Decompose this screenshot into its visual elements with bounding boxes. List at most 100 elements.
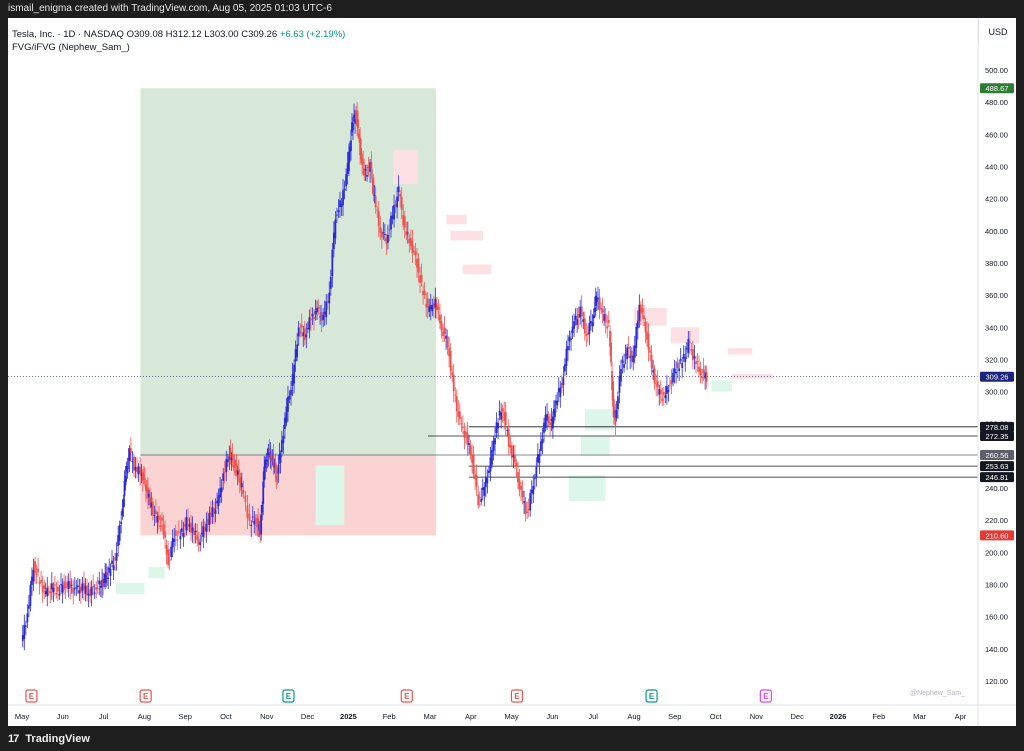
price-tag-label: 260.56	[986, 451, 1009, 460]
candle-body	[423, 290, 426, 296]
candle-body	[297, 327, 300, 337]
candle-body	[661, 398, 664, 401]
candle-body	[500, 412, 503, 420]
candle-body	[517, 472, 519, 482]
candle-body	[353, 114, 355, 119]
candle-body	[337, 210, 340, 213]
candle-body	[226, 459, 229, 463]
candle-body	[434, 298, 437, 308]
candle-body	[257, 518, 260, 527]
candle-body	[590, 320, 592, 323]
candle-body	[549, 422, 552, 426]
candle-body	[323, 311, 326, 315]
candle-body	[400, 196, 403, 210]
candle-body	[552, 416, 554, 429]
candle-body	[509, 445, 512, 448]
symbol-legend[interactable]: Tesla, Inc. · 1D · NASDAQ O309.08 H312.1…	[12, 28, 345, 54]
time-tick-label: May	[15, 712, 29, 721]
candle-body	[124, 476, 127, 486]
candle-body	[291, 374, 294, 386]
candle-body	[196, 535, 199, 540]
candle-body	[633, 345, 636, 358]
fvg-zone	[446, 214, 467, 225]
candle-body	[488, 470, 490, 473]
candle-body	[698, 366, 700, 372]
candle-body	[108, 567, 111, 570]
change-value: +6.63 (+2.19%)	[279, 29, 346, 40]
candle-body	[202, 526, 205, 537]
candle-body	[235, 463, 238, 467]
candle-body	[373, 195, 376, 197]
candle-body	[679, 359, 682, 361]
candle-body	[405, 231, 408, 236]
candle-body	[190, 522, 192, 533]
earnings-icon	[25, 689, 38, 703]
candle-body	[197, 539, 200, 545]
candle-body	[408, 238, 411, 244]
candle-body	[199, 542, 202, 546]
fvg-zone	[731, 373, 773, 379]
earnings-label: E	[404, 692, 410, 701]
candle-body	[554, 411, 556, 417]
candle-body	[420, 274, 423, 283]
candle-body	[285, 406, 288, 423]
candle-body	[649, 350, 651, 353]
fvg-zone	[711, 380, 732, 392]
candle-body	[69, 581, 72, 589]
candle-body	[370, 161, 373, 171]
candle-body	[167, 549, 170, 565]
candle-body	[126, 468, 129, 474]
candle-body	[244, 495, 247, 503]
indicator-name[interactable]: FVG/iFVG (Nephew_Sam_)	[12, 42, 130, 53]
candle-body	[264, 459, 267, 469]
candle-body	[540, 441, 542, 451]
candle-body	[176, 539, 179, 541]
candle-body	[153, 515, 156, 517]
earnings-label: E	[763, 692, 769, 701]
candle-body	[139, 467, 141, 475]
candle-body	[325, 301, 328, 318]
candle-body	[699, 368, 702, 376]
candle-body	[348, 151, 350, 172]
candle-body	[47, 591, 50, 593]
open-value: 309.08	[133, 29, 164, 40]
candle-body	[435, 303, 438, 310]
candle-body	[702, 369, 705, 373]
candle-body	[137, 466, 140, 475]
candle-body	[647, 333, 650, 351]
candle-body	[70, 584, 73, 586]
candle-body	[468, 443, 470, 446]
time-tick-label: Jun	[57, 712, 69, 721]
price-tag-label: 309.26	[986, 373, 1009, 382]
price-tick-label: 220.00	[985, 516, 1008, 525]
candle-body	[171, 538, 174, 548]
candle-body	[159, 525, 162, 527]
candle-body	[34, 561, 36, 573]
candle-body	[690, 349, 693, 351]
candle-body	[685, 348, 688, 350]
candle-body	[354, 119, 356, 124]
candle-body	[128, 448, 131, 462]
candle-body	[607, 320, 610, 324]
high-label: H	[165, 29, 173, 40]
candle-body	[86, 585, 88, 596]
candle-body	[644, 321, 647, 333]
candle-body	[316, 307, 318, 313]
candle-body	[576, 319, 579, 325]
candle-body	[526, 511, 529, 513]
candle-body	[151, 501, 154, 515]
currency-label[interactable]: USD	[978, 20, 1017, 44]
candle-body	[87, 593, 90, 596]
candle-body	[474, 474, 477, 480]
candle-body	[579, 306, 582, 318]
candle-body	[37, 568, 39, 573]
price-tick-label: 500.00	[985, 66, 1008, 75]
time-tick-label: Jul	[99, 712, 109, 721]
candle-body	[425, 303, 428, 308]
candle-body	[24, 625, 27, 627]
candle-body	[553, 408, 555, 414]
candle-body	[559, 387, 562, 398]
candle-body	[272, 454, 275, 467]
fvg-zone	[393, 150, 418, 185]
